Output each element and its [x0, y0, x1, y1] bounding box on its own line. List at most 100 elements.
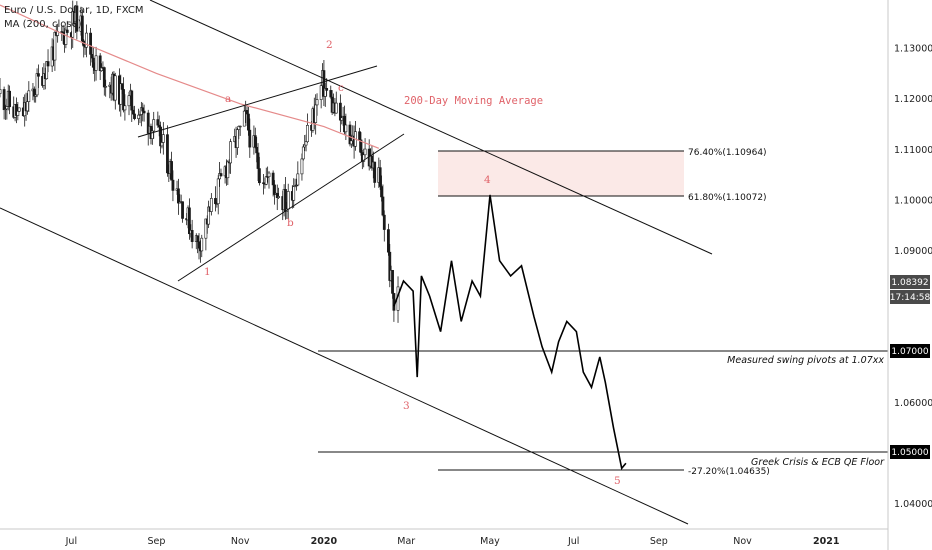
- candle-body: [381, 196, 385, 216]
- candle-body: [300, 158, 304, 175]
- candle-body: [90, 54, 94, 59]
- pivot-annotation: Measured swing pivots at 1.07xx: [727, 355, 884, 366]
- candlestick-series: [0, 0, 400, 323]
- floor-annotation: Greek Crisis & ECB QE Floor: [751, 457, 885, 468]
- candle-body: [216, 178, 220, 204]
- candle-body: [37, 73, 40, 77]
- candle-body: [89, 32, 92, 55]
- candle-body: [26, 101, 29, 112]
- candle-body: [196, 235, 200, 243]
- candle-body: [349, 140, 353, 145]
- level-107-box: [890, 344, 930, 358]
- moving-average-line: [0, 4, 380, 149]
- candle-body: [171, 179, 175, 191]
- price-axis: 1.13000 1.12000 1.11000 1.10000 1.09000 1.060…: [894, 44, 932, 511]
- candle-body: [219, 173, 223, 177]
- candle-body: [27, 90, 31, 102]
- candle-body: [170, 161, 173, 181]
- candle-body: [334, 102, 338, 114]
- candle-body: [127, 95, 131, 107]
- level-107-text: 1.07000: [891, 347, 928, 357]
- candle-body: [123, 105, 127, 111]
- candle-body: [319, 85, 323, 100]
- candle-body: [75, 5, 79, 32]
- candle-body: [133, 113, 136, 119]
- x-tick-label: Nov: [231, 536, 250, 547]
- fib-ext-label: -27.20%(1.04635): [688, 467, 770, 477]
- level-105-text: 1.05000: [891, 448, 928, 458]
- x-tick-label: May: [480, 536, 500, 547]
- y-tick-label: 1.11000: [894, 145, 932, 156]
- candle-body: [392, 293, 396, 311]
- x-tick-label: Jul: [567, 536, 579, 547]
- candle-body: [271, 172, 275, 186]
- candle-body: [53, 31, 57, 61]
- candle-body: [156, 119, 160, 126]
- symbol-title[interactable]: Euro / U.S. Dollar, 1D, FXCM: [4, 5, 144, 16]
- candle-body: [284, 189, 287, 212]
- candle-body: [161, 134, 165, 143]
- candle-body: [16, 110, 20, 116]
- wave-label-2: 2: [326, 39, 333, 51]
- candle-body: [0, 89, 2, 94]
- wave-label-c: c: [338, 82, 344, 94]
- ma-annotation: 200-Day Moving Average: [404, 95, 543, 107]
- candle-body: [301, 146, 305, 160]
- candle-body: [304, 141, 308, 146]
- candle-body: [91, 57, 95, 68]
- fib-61-label: 61.80%(1.10072): [688, 193, 767, 203]
- wave-label-1: 1: [204, 266, 211, 278]
- current-price-text: 1.08392: [891, 278, 928, 288]
- lower-channel-line: [0, 207, 689, 525]
- candle-body: [226, 161, 230, 179]
- candle-body: [363, 148, 367, 156]
- candle-body: [242, 110, 246, 127]
- x-tick-label: Nov: [733, 536, 752, 547]
- y-tick-label: 1.10000: [894, 195, 932, 206]
- candle-body: [35, 73, 39, 96]
- candle-body: [17, 107, 21, 112]
- candle-body: [325, 88, 329, 91]
- candle-body: [277, 196, 281, 198]
- candle-body: [286, 191, 290, 210]
- upper-channel-line: [149, 0, 713, 255]
- candle-body: [65, 29, 69, 33]
- candle-body: [358, 131, 361, 141]
- candle-body: [264, 176, 268, 185]
- candle-body: [166, 134, 169, 174]
- candle-body: [5, 106, 9, 110]
- candle-body: [255, 147, 259, 154]
- candle-body: [209, 198, 213, 212]
- candle-body: [94, 55, 98, 71]
- candle-body: [380, 186, 383, 198]
- candle-body: [378, 167, 382, 187]
- y-tick-label: 1.12000: [894, 94, 932, 105]
- candle-body: [229, 141, 232, 164]
- x-tick-label: Mar: [397, 536, 415, 547]
- wave-label-5: 5: [614, 475, 621, 487]
- x-tick-label: 2020: [311, 536, 338, 547]
- candle-body: [190, 230, 194, 242]
- candle-body: [181, 201, 184, 219]
- x-tick-label: Sep: [148, 536, 166, 547]
- candle-body: [130, 90, 134, 111]
- candle-body: [315, 99, 319, 106]
- triangle-lower-line: [177, 133, 405, 282]
- candle-body: [236, 129, 239, 148]
- candle-body: [188, 207, 191, 235]
- fibonacci-zone: [438, 151, 684, 196]
- candle-body: [102, 67, 106, 88]
- candle-body: [142, 110, 146, 114]
- candle-body: [2, 89, 6, 111]
- wave-label-4: 4: [484, 174, 491, 186]
- indicator-label[interactable]: MA (200, close): [4, 19, 82, 30]
- triangle-upper-line: [137, 65, 378, 138]
- fib-76-label: 76.40%(1.10964): [688, 148, 767, 158]
- candle-body: [306, 125, 309, 143]
- chart-legend: Euro / U.S. Dollar, 1D, FXCM MA (200, cl…: [4, 4, 143, 32]
- y-tick-label: 1.13000: [894, 44, 932, 55]
- candle-body: [314, 104, 318, 123]
- countdown-text: 17:14:58: [890, 293, 931, 303]
- time-axis: Jul Sep Nov 2020 Mar May Jul Sep Nov 2021: [65, 536, 840, 547]
